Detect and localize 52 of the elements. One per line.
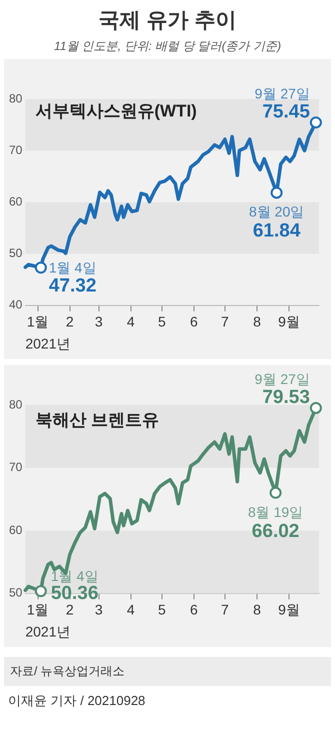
point	[270, 486, 282, 499]
x-tick-label: 1월	[26, 602, 49, 618]
x-tick-label: 2	[66, 314, 74, 330]
annotation: 75.45	[262, 101, 310, 122]
y-tick-label: 70	[8, 142, 23, 157]
chart-title: 국제 유가 추이	[98, 8, 238, 34]
point	[34, 585, 47, 598]
x-axis-title: 2021년	[25, 623, 71, 640]
text: 자료/ 뉴욕상업거래소	[4, 657, 331, 686]
annotation: 8월 19일	[248, 504, 304, 520]
x-axis-title: 2021년	[25, 335, 71, 352]
annotation: 50.36	[50, 583, 98, 604]
x-tick-label: 5	[158, 602, 166, 618]
x-tick-label: 2	[66, 602, 74, 618]
annotation: 9월 27일	[254, 85, 310, 102]
text: 북해산 브렌트유	[35, 410, 160, 430]
annotation: 66.02	[252, 520, 300, 542]
point	[34, 262, 47, 274]
y-tick-label: 40	[8, 298, 23, 312]
y-tick-label: 70	[8, 460, 23, 474]
chart-subtitle: 11월 인도분, 단위: 배럴 당 달러(종가 기준)	[52, 38, 282, 55]
x-tick-label: 4	[126, 602, 135, 618]
y-tick-label: 50	[8, 586, 23, 600]
annotation: 9월 27일	[254, 370, 310, 387]
x-tick-label: 3	[94, 314, 103, 330]
annotation: 47.32	[48, 276, 96, 297]
x-tick-label: 8	[253, 314, 262, 330]
annotation: 61.84	[252, 220, 301, 242]
x-tick-label: 9월	[278, 314, 300, 330]
x-tick-label: 4	[126, 314, 135, 330]
annotation: 79.53	[262, 386, 310, 408]
point	[310, 402, 322, 414]
x-tick-label: 6	[190, 602, 198, 618]
x-tick-label: 1월	[26, 314, 49, 330]
x-tick-label: 8	[253, 602, 262, 618]
x-tick-label: 3	[94, 602, 103, 618]
x-tick-label: 7	[221, 602, 230, 618]
x-tick-label: 5	[158, 314, 166, 330]
series-label: 서부텍사스원유(WTI)	[35, 102, 197, 121]
y-tick-label: 80	[8, 91, 23, 106]
x-tick-label: 6	[190, 314, 198, 330]
point	[270, 186, 283, 199]
y-tick-label: 50	[8, 246, 23, 260]
text: 이재윤 기자 / 20210928	[8, 692, 146, 710]
annotation: 8월 20일	[248, 204, 304, 220]
annotation: 1월 4일	[48, 260, 96, 276]
x-tick-label: 7	[221, 314, 230, 330]
y-tick-label: 60	[8, 194, 23, 209]
x-tick-label: 9월	[278, 602, 300, 618]
y-tick-label: 60	[8, 522, 23, 537]
y-tick-label: 80	[8, 397, 23, 412]
point	[310, 116, 322, 128]
